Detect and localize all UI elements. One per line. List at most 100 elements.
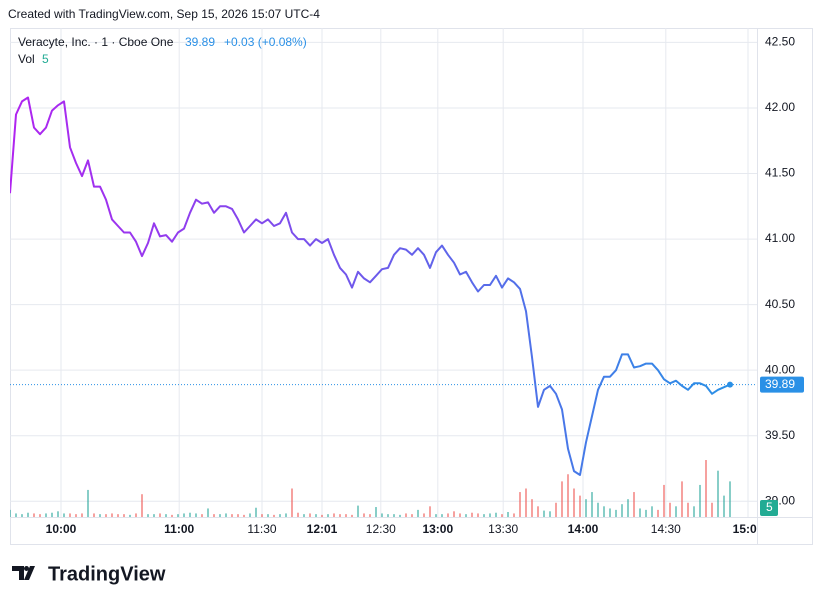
volume-bar	[693, 506, 695, 517]
x-tick-label: 10:00	[46, 522, 77, 536]
volume-bar	[597, 502, 599, 517]
volume-bar	[471, 512, 473, 517]
volume-bar	[675, 506, 677, 517]
volume-bar	[333, 513, 335, 517]
volume-bar	[579, 495, 581, 517]
volume-bar	[525, 488, 527, 517]
volume-bar	[369, 514, 371, 517]
last-price-box	[760, 376, 804, 393]
volume-bar	[705, 460, 707, 517]
volume-bar	[21, 514, 23, 517]
last-point	[727, 381, 733, 388]
x-tick-label: 13:30	[488, 522, 518, 536]
volume-bar	[711, 502, 713, 517]
volume-bar	[537, 506, 539, 517]
volume-bar	[393, 514, 395, 517]
volume-bar	[729, 481, 731, 517]
x-tick-label: 14:30	[651, 522, 681, 536]
volume-title: Vol	[18, 52, 35, 66]
y-tick-label: 41.50	[765, 166, 795, 180]
volume-bar	[357, 505, 359, 517]
volume-bar	[81, 513, 83, 517]
volume-bar	[339, 514, 341, 517]
volume-bar	[543, 510, 545, 517]
volume-bar	[27, 512, 29, 517]
volume-bar	[723, 495, 725, 517]
volume-bar	[717, 470, 719, 517]
volume-bar	[441, 514, 443, 517]
x-tick-label: 15:00	[733, 522, 764, 536]
volume-bar	[261, 514, 263, 517]
volume-bar	[495, 512, 497, 517]
price-change: +0.03 (+0.08%)	[224, 35, 307, 49]
y-tick-label: 41.00	[765, 231, 795, 245]
volume-bar	[243, 514, 245, 517]
volume-bar	[375, 507, 377, 517]
x-tick-label: 13:00	[422, 522, 453, 536]
volume-bar	[219, 514, 221, 517]
volume-bar	[555, 502, 557, 517]
volume-bar	[39, 514, 41, 517]
volume-bar	[10, 509, 11, 517]
x-tick-label: 12:30	[366, 522, 396, 536]
volume-bar	[147, 514, 149, 517]
volume-bars	[10, 460, 731, 517]
volume-bar	[681, 481, 683, 517]
volume-bar	[279, 514, 281, 517]
volume-bar	[513, 513, 515, 517]
x-tick-label: 12:01	[307, 522, 338, 536]
volume-bar	[687, 502, 689, 517]
volume-bar	[483, 514, 485, 517]
volume-bar	[171, 514, 173, 517]
volume-bar	[297, 512, 299, 517]
volume-bar	[633, 492, 635, 517]
time-axis: 10:00 11:00 11:30 12:01 12:30 13:00 13:30 14:00…	[46, 522, 764, 536]
volume-bar	[657, 509, 659, 517]
grid	[10, 28, 757, 517]
credit: Created with TradingView.com, Sep 15, 20…	[8, 7, 320, 21]
volume-bar	[93, 513, 95, 517]
volume-bar	[213, 514, 215, 517]
volume-bar	[639, 508, 641, 517]
volume-bar	[177, 514, 179, 517]
volume-bar	[549, 511, 551, 517]
volume-bar	[141, 494, 143, 517]
volume-bar	[33, 513, 35, 517]
volume-bar	[567, 474, 569, 517]
y-tick-label: 40.00	[765, 362, 795, 376]
volume-bar	[117, 514, 119, 517]
volume-bar	[573, 488, 575, 517]
plot	[10, 96, 757, 476]
volume-bar	[249, 513, 251, 517]
volume-bar	[123, 514, 125, 517]
volume-bar	[63, 513, 65, 517]
volume-bar	[615, 509, 617, 517]
volume-bar	[207, 508, 209, 517]
volume-value: 5	[42, 52, 49, 66]
volume-bar	[465, 514, 467, 517]
x-tick-label: 11:30	[247, 522, 276, 536]
volume-bar	[321, 514, 323, 517]
volume-bar	[57, 511, 59, 517]
volume-bar	[159, 513, 161, 517]
volume-bar	[345, 514, 347, 517]
volume-bar	[651, 506, 653, 517]
volume-bar	[135, 513, 137, 517]
symbol: Veracyte, Inc. · 1 · Cboe One	[18, 35, 174, 49]
volume-bar	[423, 513, 425, 517]
volume-bar	[255, 507, 257, 517]
volume-bar	[603, 506, 605, 517]
volume-bar	[663, 484, 665, 517]
y-tick-label: 42.50	[765, 35, 795, 49]
volume-bar	[153, 514, 155, 517]
volume-bar	[477, 513, 479, 517]
volume-bar	[69, 513, 71, 517]
brand: TradingView	[48, 563, 166, 585]
volume-bar	[105, 514, 107, 517]
volume-bar	[285, 513, 287, 517]
volume-bar	[165, 514, 167, 517]
volume-bar	[75, 514, 77, 517]
volume-bar	[327, 514, 329, 517]
